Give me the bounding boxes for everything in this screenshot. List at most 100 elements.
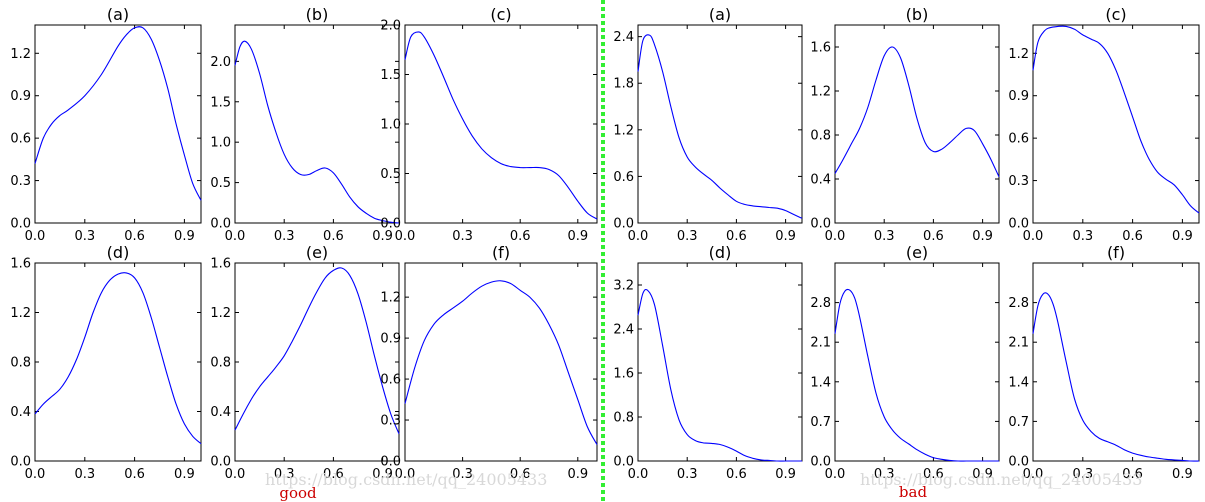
y-tick-label: 0.9 [1008,89,1029,104]
x-tick-label: 0.0 [1023,467,1044,482]
y-tick-label: 0.3 [10,174,31,189]
y-tick-label: 2.4 [613,323,634,338]
panel-bad-a: (a) 0.0 0.6 1.2 1.8 2.4 0.0 0.3 0.6 0.9 [613,5,803,244]
panel-bad-c: (c) 0.0 0.3 0.6 0.9 1.2 0.0 0.3 0.6 0.9 [1008,5,1200,244]
y-tick-label: 1.4 [1008,375,1029,390]
density-curve [234,40,400,224]
panel-good-c: (c) 0.0 0.5 1.0 1.5 2.0 0.0 0.3 0.6 0.9 [380,5,598,244]
x-tick-label: 0.6 [726,229,747,244]
y-tick-label: 1.4 [810,375,831,390]
y-tick-label: 0.6 [613,170,634,185]
y-tick-label: 0.4 [810,173,831,188]
plot-frame [637,24,803,224]
x-tick-label: 0.6 [726,467,747,482]
y-tick-label: 0.9 [10,89,31,104]
x-tick-label: 0.0 [395,229,416,244]
panel-good-b: (b) 0.0 0.5 1.0 1.5 2.0 0.0 0.3 0.6 0.9 [210,5,400,244]
y-tick-label: 0.8 [10,356,31,371]
x-tick-label: 0.9 [775,467,796,482]
y-tick-label: 0.5 [380,167,401,182]
panel-title: (d) [107,243,130,262]
panel-title: (b) [906,5,929,24]
y-tick-label: 0.0 [10,217,31,232]
x-tick-label: 0.3 [677,467,698,482]
y-tick-label: 2.0 [210,55,231,70]
x-tick-label: 0.6 [510,467,531,482]
plot-frame [1032,262,1200,462]
panel-good-f: (f) 0.0 0.3 0.6 0.9 1.2 0.0 0.3 0.6 0.9 [380,243,598,482]
y-tick-label: 2.8 [810,296,831,311]
x-tick-label: 0.0 [628,467,649,482]
x-tick-label: 0.6 [510,229,531,244]
y-tick-label: 1.8 [613,77,634,92]
x-tick-label: 0.9 [567,467,588,482]
plot-frame [1032,24,1200,224]
x-tick-label: 0.9 [972,229,993,244]
panel-title: (f) [1107,243,1125,262]
x-tick-label: 0.3 [74,229,95,244]
panel-title: (f) [492,243,510,262]
x-tick-label: 0.3 [274,229,295,244]
density-curve [234,267,400,435]
x-tick-label: 0.6 [923,467,944,482]
panel-title: (e) [906,243,928,262]
panel-bad-f: (f) 0.0 0.7 1.4 2.1 2.8 0.0 0.3 0.6 0.9 [1008,243,1200,482]
y-tick-label: 1.5 [380,68,401,83]
x-tick-label: 0.9 [372,467,393,482]
panel-title: (b) [306,5,329,24]
x-tick-label: 0.0 [825,467,846,482]
y-tick-label: 0.6 [1008,132,1029,147]
panel-title: (c) [1105,5,1126,24]
x-tick-label: 0.0 [1023,229,1044,244]
panel-title: (a) [107,5,129,24]
x-tick-label: 0.9 [174,467,195,482]
x-tick-label: 0.0 [225,229,246,244]
watermark-bad: https://blog.csdn.net/qq_24005433 [860,470,1142,489]
plot-frame [637,262,803,462]
y-tick-label: 1.2 [10,47,31,62]
x-tick-label: 0.9 [372,229,393,244]
x-tick-label: 0.3 [74,467,95,482]
x-tick-label: 0.3 [677,229,698,244]
y-tick-label: 2.4 [613,30,634,45]
y-tick-label: 1.0 [210,136,231,151]
y-tick-label: 0.7 [810,415,831,430]
density-curve [834,288,999,462]
y-tick-label: 0.0 [380,455,401,470]
y-tick-label: 1.2 [613,123,634,138]
x-tick-label: 0.0 [25,467,46,482]
x-tick-label: 0.0 [25,229,46,244]
y-tick-label: 2.0 [380,19,401,34]
panel-title: (c) [490,5,511,24]
y-tick-label: 0.5 [210,176,231,191]
x-tick-label: 0.9 [1172,229,1193,244]
x-tick-label: 0.6 [323,229,344,244]
x-tick-label: 0.6 [1122,467,1143,482]
x-tick-label: 0.9 [1172,467,1193,482]
panel-title: (d) [709,243,732,262]
plot-frame [34,24,202,224]
panels-layer: (a) 0.0 0.3 0.6 0.9 1.2 0.0 0.3 0.6 0.9 (b) 0.0 0.5 1… [10,5,1200,482]
watermark-good: https://blog.csdn.net/qq_24005433 [265,470,547,489]
y-tick-label: 2.1 [810,336,831,351]
group-label-bad: bad [899,483,928,501]
x-tick-label: 0.3 [274,467,295,482]
y-tick-label: 2.1 [1008,336,1029,351]
x-tick-label: 0.6 [923,229,944,244]
y-tick-label: 0.0 [210,455,231,470]
y-tick-label: 0.4 [10,405,31,420]
x-tick-label: 0.3 [874,229,895,244]
panel-title: (a) [709,5,731,24]
panel-bad-d: (d) 0.0 0.8 1.6 2.4 3.2 0.0 0.3 0.6 0.9 [613,243,803,482]
y-tick-label: 0.3 [380,414,401,429]
x-tick-label: 0.0 [628,229,649,244]
x-tick-label: 0.9 [972,467,993,482]
x-tick-label: 0.3 [874,467,895,482]
x-tick-label: 0.3 [1072,229,1093,244]
panel-good-e: (e) 0.0 0.4 0.8 1.2 1.6 0.0 0.3 0.6 0.9 [210,243,400,482]
y-tick-label: 0.6 [380,373,401,388]
y-tick-label: 0.8 [810,129,831,144]
density-curve [637,288,802,462]
y-tick-label: 1.0 [380,118,401,133]
